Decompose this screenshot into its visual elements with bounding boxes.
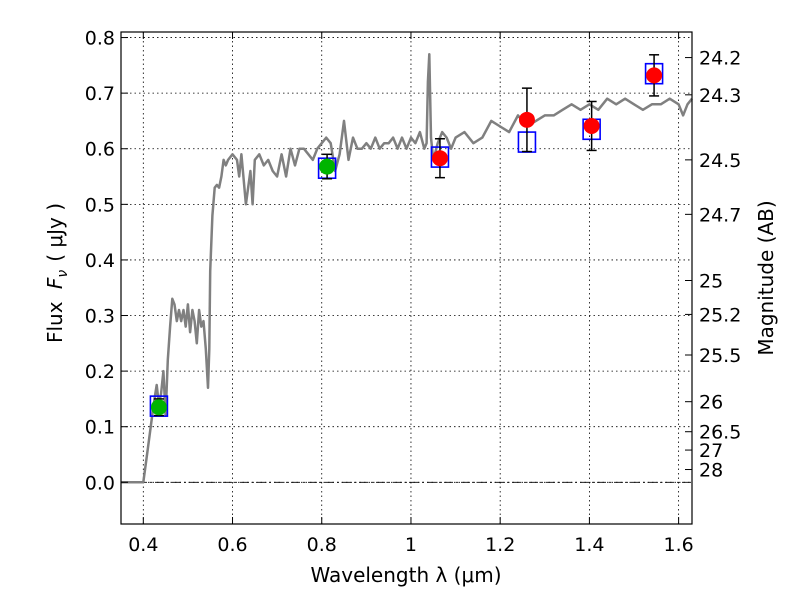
x-tick-label: 0.4: [128, 534, 158, 556]
x-tick-label: 0.8: [307, 534, 337, 556]
y-tick-label: 0.4: [85, 250, 115, 272]
magnitude-tick-label: 27: [699, 440, 723, 462]
photometry-point: [518, 111, 535, 128]
magnitude-tick-label: 28: [699, 460, 723, 482]
magnitude-tick-label: 26: [699, 392, 723, 414]
x-tick-label: 1.4: [574, 534, 604, 556]
photometry-point: [583, 117, 600, 134]
magnitude-tick-label: 25: [699, 271, 723, 293]
y-tick-label: 0.1: [85, 417, 115, 439]
photometry-point: [150, 399, 167, 416]
y-tick-label: 0.8: [85, 28, 115, 50]
y-axis-label: Flux Fν ( μJy ): [43, 203, 71, 343]
magnitude-axis-label: Magnitude (AB): [754, 200, 778, 355]
x-tick-labels: 0.4 0.6 0.8 1 1.2 1.4 1.6: [128, 534, 694, 556]
photometry-markers: [149, 54, 664, 417]
magnitude-tick-label: 24.7: [699, 204, 741, 226]
y-tick-label: 0.3: [85, 306, 115, 328]
plot-frame: [120, 31, 693, 525]
y-tick-label: 0.0: [85, 472, 115, 494]
photometry-point: [319, 158, 336, 175]
x-tick-label: 0.6: [217, 534, 247, 556]
y-tick-label: 0.2: [85, 361, 115, 383]
axis-ticks: [121, 32, 692, 524]
x-tick-label: 1.2: [485, 534, 515, 556]
x-tick-label: 1: [405, 534, 417, 556]
y-tick-label: 0.6: [85, 139, 115, 161]
y-tick-label: 0.7: [85, 83, 115, 105]
magnitude-tick-label: 24.2: [699, 48, 741, 70]
y-tick-label: 0.5: [85, 194, 115, 216]
magnitude-tick-label: 26.5: [699, 422, 741, 444]
y-axis-label-prefix: Flux: [43, 295, 67, 343]
y-tick-labels: 0.0 0.1 0.2 0.3 0.4 0.5 0.6 0.7 0.8: [85, 28, 115, 495]
grid-lines: [121, 32, 692, 524]
y-axis-label-subscript: ν: [55, 270, 71, 278]
photometry-point: [431, 150, 448, 167]
y-axis-label-unit: ( μJy ): [43, 203, 67, 262]
magnitude-tick-label: 24.3: [699, 85, 741, 107]
magnitude-tick-label: 25.2: [699, 304, 741, 326]
x-tick-label: 1.6: [664, 534, 694, 556]
magnitude-tick-label: 25.5: [699, 345, 741, 367]
x-axis-label: Wavelength λ (μm): [310, 563, 501, 587]
photometry-point: [646, 67, 663, 84]
magnitude-tick-label: 24.5: [699, 150, 741, 172]
y-axis-label-symbol: F: [43, 277, 67, 289]
